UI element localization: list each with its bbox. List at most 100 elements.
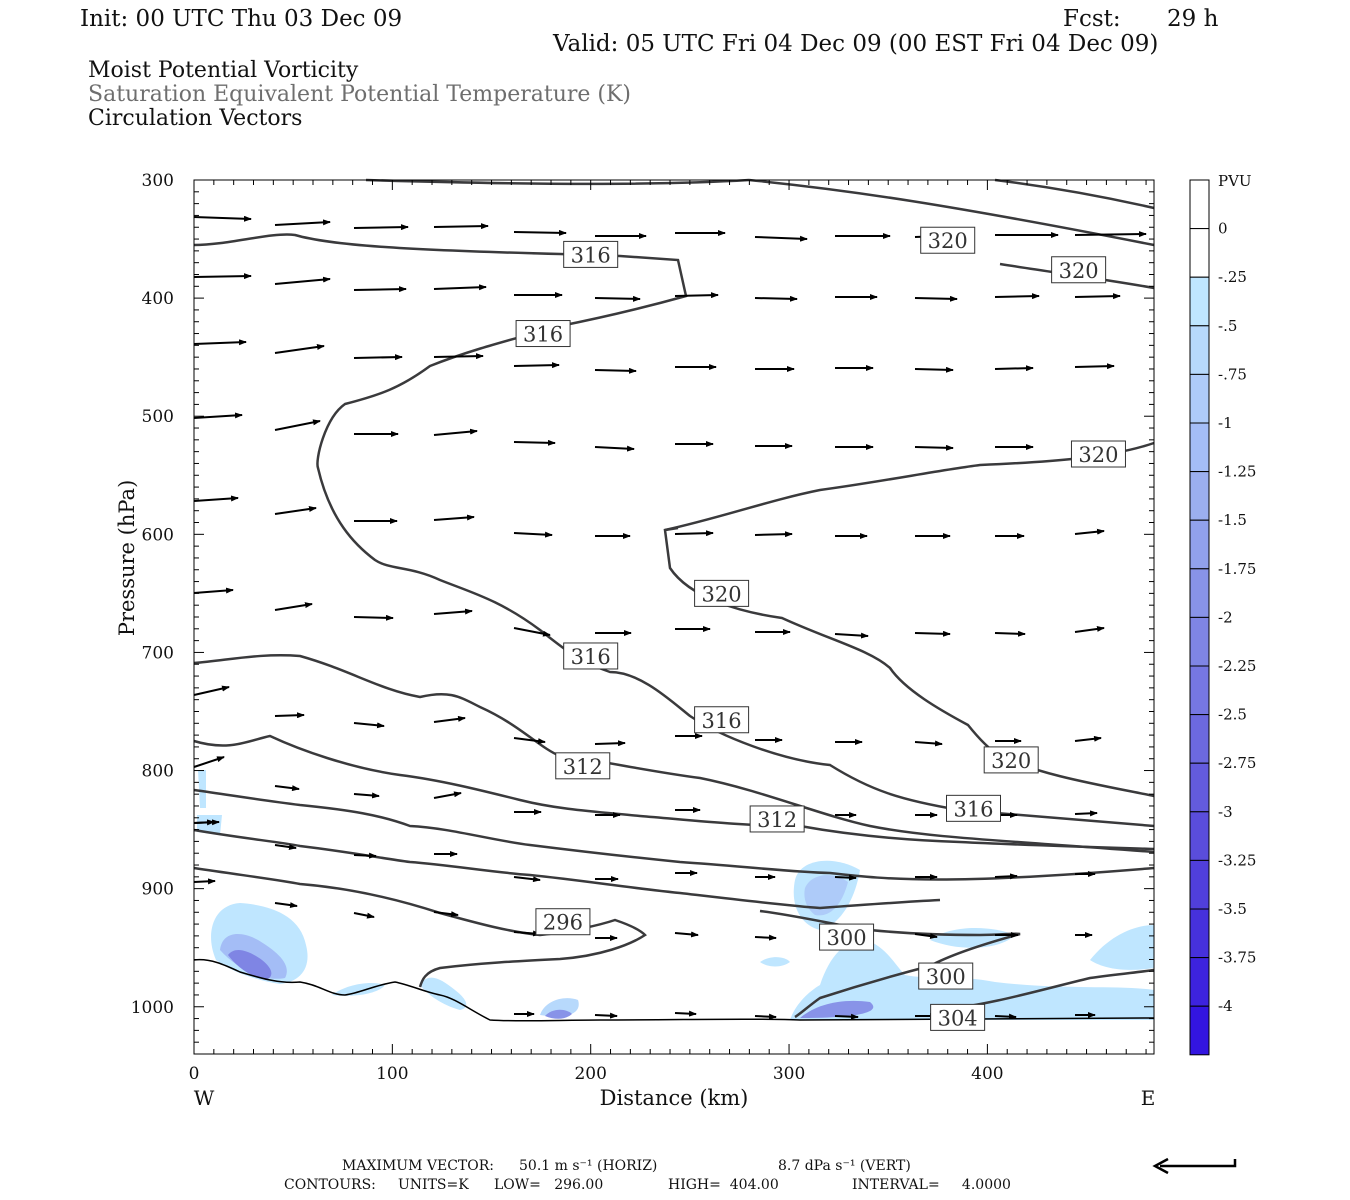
forecast-hours: 29 h [1167,6,1219,32]
y-axis-label: Pressure (hPa) [115,480,139,636]
title-line-2: Saturation Equivalent Potential Temperat… [88,82,631,107]
circulation-vector [914,933,938,940]
contour-label-text: 320 [1078,443,1118,467]
y-tick-label: 1000 [131,998,174,1018]
x-tick-label: 0 [189,1064,200,1084]
circulation-vector [513,531,553,538]
circulation-vector [193,819,215,826]
circulation-vectors [193,215,1147,1020]
contour-label-text: 300 [926,965,966,989]
circulation-vector [433,284,487,291]
theta-contour [365,178,750,186]
colorbar-swatch [1189,714,1210,764]
circulation-vector [353,852,377,859]
contour-label-text: 320 [928,229,968,253]
contour-label-box [694,579,750,607]
contour-label: 312 [555,752,611,780]
pv-shaded-area [198,770,206,808]
title-line-1: Moist Potential Vorticity [88,58,359,83]
east-label: E [1141,1086,1156,1110]
colorbar-swatch [1189,957,1210,1007]
colorbar-level: -2.5 [1218,706,1247,724]
contour-label-box [694,706,750,734]
circulation-vector [353,792,380,799]
contours-high: HIGH= 404.00 [668,1177,779,1193]
colorbar-level: -.5 [1218,317,1237,335]
init-time: Init: 00 UTC Thu 03 Dec 09 [80,6,403,32]
max-vector-vert: 8.7 dPa s⁻¹ (VERT) [778,1158,911,1174]
theta-contour [994,178,1155,210]
theta-contour [193,734,1155,851]
contour-label-text: 304 [938,1006,978,1030]
pv-shading [197,770,1154,1020]
contour-label-text: 316 [571,645,611,669]
circulation-vector [433,791,462,799]
circulation-vector [1074,293,1121,300]
colorbar-swatch [1189,762,1210,813]
contour-label: 320 [920,226,976,254]
contour-label-box [555,752,611,780]
contour-label: 316 [946,794,1002,822]
max-vector-label: MAXIMUM VECTOR: [342,1158,494,1174]
theta-contour [748,178,1155,247]
circulation-vector [274,276,331,285]
colorbar-swatch [1189,908,1210,959]
colorbar-level: -1 [1218,414,1233,432]
west-label: W [194,1086,215,1110]
x-tick-label: 400 [971,1064,1003,1084]
contour-label-text: 312 [757,808,797,832]
colorbar-level: -2.25 [1218,657,1256,675]
contour-label: 300 [918,962,974,990]
circulation-vector [353,722,385,729]
circulation-vector [594,445,635,452]
circulation-vector [513,439,556,446]
contour-label: 316 [563,240,619,268]
circulation-vector [274,785,300,792]
circulation-vector [914,366,954,373]
circulation-vector [594,740,626,747]
contour-label: 300 [819,923,875,951]
colorbar-swatch [1189,471,1210,521]
colorbar-swatch [1189,811,1210,861]
contour-label-text: 316 [523,323,563,347]
contour-label: 316 [694,706,750,734]
contour-label-box [946,794,1002,822]
circulation-vector [433,608,473,615]
theta-contour [193,788,1155,881]
colorbar-level: -1.25 [1218,463,1256,481]
contours-label: CONTOURS: [284,1177,376,1193]
contour-label-box [1070,440,1126,468]
colorbar-swatch [1189,665,1210,716]
contour-label-box [515,320,571,348]
x-tick-label: 300 [773,1064,805,1084]
colorbar-swatch [1189,519,1210,570]
contour-label-box [983,746,1039,774]
circulation-vector [193,273,252,280]
contour-labels: 316 316 320 320 320 320 316 316 320 312 316 312 296 3… [515,226,1126,1031]
colorbar-level: -3.25 [1218,851,1256,869]
circulation-vector [433,223,489,230]
contour-label-box [920,226,976,254]
valid-time: Valid: 05 UTC Fri 04 Dec 09 (00 EST Fri … [553,31,1159,57]
contour-label-text: 320 [1059,259,1099,283]
y-tick-label: 400 [142,289,174,309]
contour-label-text: 320 [702,582,742,606]
colorbar-level: -3 [1218,803,1233,821]
axes: 0 100 200 300 400 300 400 500 600 700 800 900 1000 W E… [115,171,1155,1110]
colorbar-swatch [1189,616,1210,667]
contour-label: 296 [535,908,591,936]
circulation-vector [274,902,298,909]
circulation-vector [513,737,546,745]
circulation-vector [433,715,466,723]
colorbar-unit: PVU [1218,172,1252,190]
circulation-vector [513,362,560,369]
colorbar-swatch [1189,568,1210,618]
circulation-vector [994,873,1018,880]
circulation-vector [914,444,954,451]
colorbar-swatch [1189,373,1210,424]
circulation-vector [994,365,1034,372]
contour-label: 312 [749,805,805,833]
circulation-vector [914,630,951,637]
title-line-3: Circulation Vectors [88,106,303,131]
